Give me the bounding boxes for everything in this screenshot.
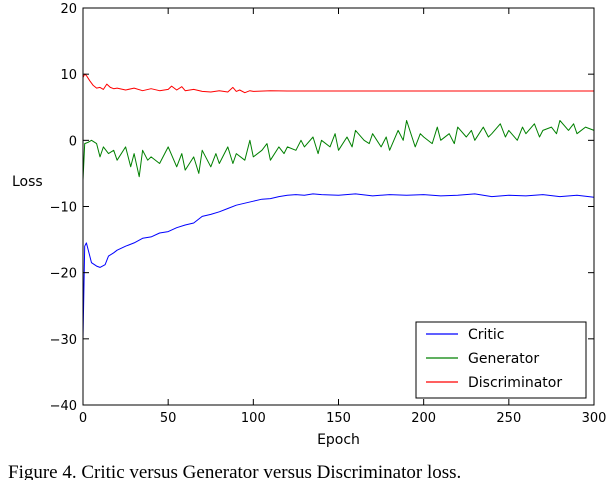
x-axis-label: Epoch: [317, 432, 360, 448]
x-tick-label: 100: [241, 411, 266, 426]
y-tick-label: −30: [50, 333, 77, 348]
legend-label-discriminator: Discriminator: [468, 375, 562, 391]
legend: Critic Generator Discriminator: [415, 321, 587, 399]
series-layer: [82, 73, 595, 339]
x-tick-label: 250: [496, 411, 521, 426]
x-tick-label: 50: [160, 411, 177, 426]
x-tick-label: 300: [582, 411, 606, 426]
legend-label-critic: Critic: [468, 327, 505, 343]
x-tick-label: 0: [79, 411, 87, 426]
tick-layer: 0 50 100 150 200 250 300 −40 −30 −20 −10 0 10 20: [50, 2, 606, 426]
legend-label-generator: Generator: [468, 351, 539, 367]
figure-caption: Figure 4. Critic versus Generator versus…: [8, 462, 462, 480]
y-tick-label: 10: [60, 68, 77, 83]
y-tick-label: 0: [69, 134, 77, 149]
x-tick-label: 150: [326, 411, 351, 426]
legend-box: [415, 321, 587, 399]
series-line-critic: [82, 193, 595, 339]
y-tick-label: −10: [50, 201, 77, 216]
y-tick-label: −40: [50, 399, 77, 414]
series-line-discriminator: [82, 73, 594, 94]
y-axis-label: Loss: [12, 174, 43, 190]
y-tick-label: 20: [60, 2, 77, 17]
y-tick-label: −20: [50, 267, 77, 282]
x-tick-label: 200: [411, 411, 436, 426]
series-line-generator: [82, 120, 595, 181]
